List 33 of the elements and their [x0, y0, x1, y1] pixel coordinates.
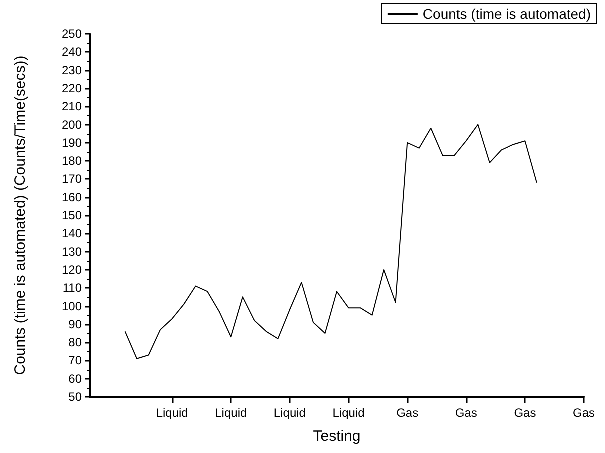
- y-tick-label: 100: [62, 299, 82, 314]
- y-tick-label: 200: [62, 118, 82, 132]
- x-tick-label: Gas: [572, 406, 596, 420]
- x-tick-label: Liquid: [156, 406, 188, 420]
- x-tick-label: Liquid: [215, 406, 248, 420]
- y-tick-label: 240: [62, 45, 82, 60]
- x-axis-title: Testing: [313, 428, 361, 445]
- x-tick-label: Liquid: [274, 406, 306, 420]
- y-tick-label: 190: [62, 136, 82, 150]
- y-tick-label: 70: [68, 354, 82, 368]
- y-tick-label: 160: [62, 190, 82, 204]
- y-tick-label: 130: [62, 244, 82, 259]
- x-tick-label: Gas: [455, 406, 478, 420]
- y-tick-label: 220: [62, 81, 82, 96]
- y-tick-label: 230: [62, 63, 82, 78]
- legend-label: Counts (time is automated): [422, 6, 592, 22]
- x-tick-label: Liquid: [332, 406, 365, 420]
- x-tick-label: Gas: [514, 406, 536, 420]
- y-tick-label: 210: [62, 100, 82, 114]
- y-tick-label: 60: [68, 372, 82, 386]
- y-tick-label: 80: [68, 336, 82, 350]
- y-tick-label: 180: [62, 154, 82, 168]
- y-tick-label: 150: [62, 208, 82, 222]
- y-tick-label: 90: [68, 317, 82, 332]
- y-tick-label: 170: [62, 172, 82, 186]
- y-tick-label: 110: [62, 281, 82, 296]
- y-axis-title: Counts (time is automated) (Counts/Time(secs)): [12, 56, 29, 376]
- y-tick-label: 250: [62, 27, 82, 41]
- line-series: [124, 124, 538, 360]
- y-tick-label: 50: [68, 390, 82, 404]
- y-tick-label: 120: [62, 262, 82, 277]
- x-tick-label: Gas: [396, 406, 419, 420]
- y-tick-label: 140: [62, 226, 82, 241]
